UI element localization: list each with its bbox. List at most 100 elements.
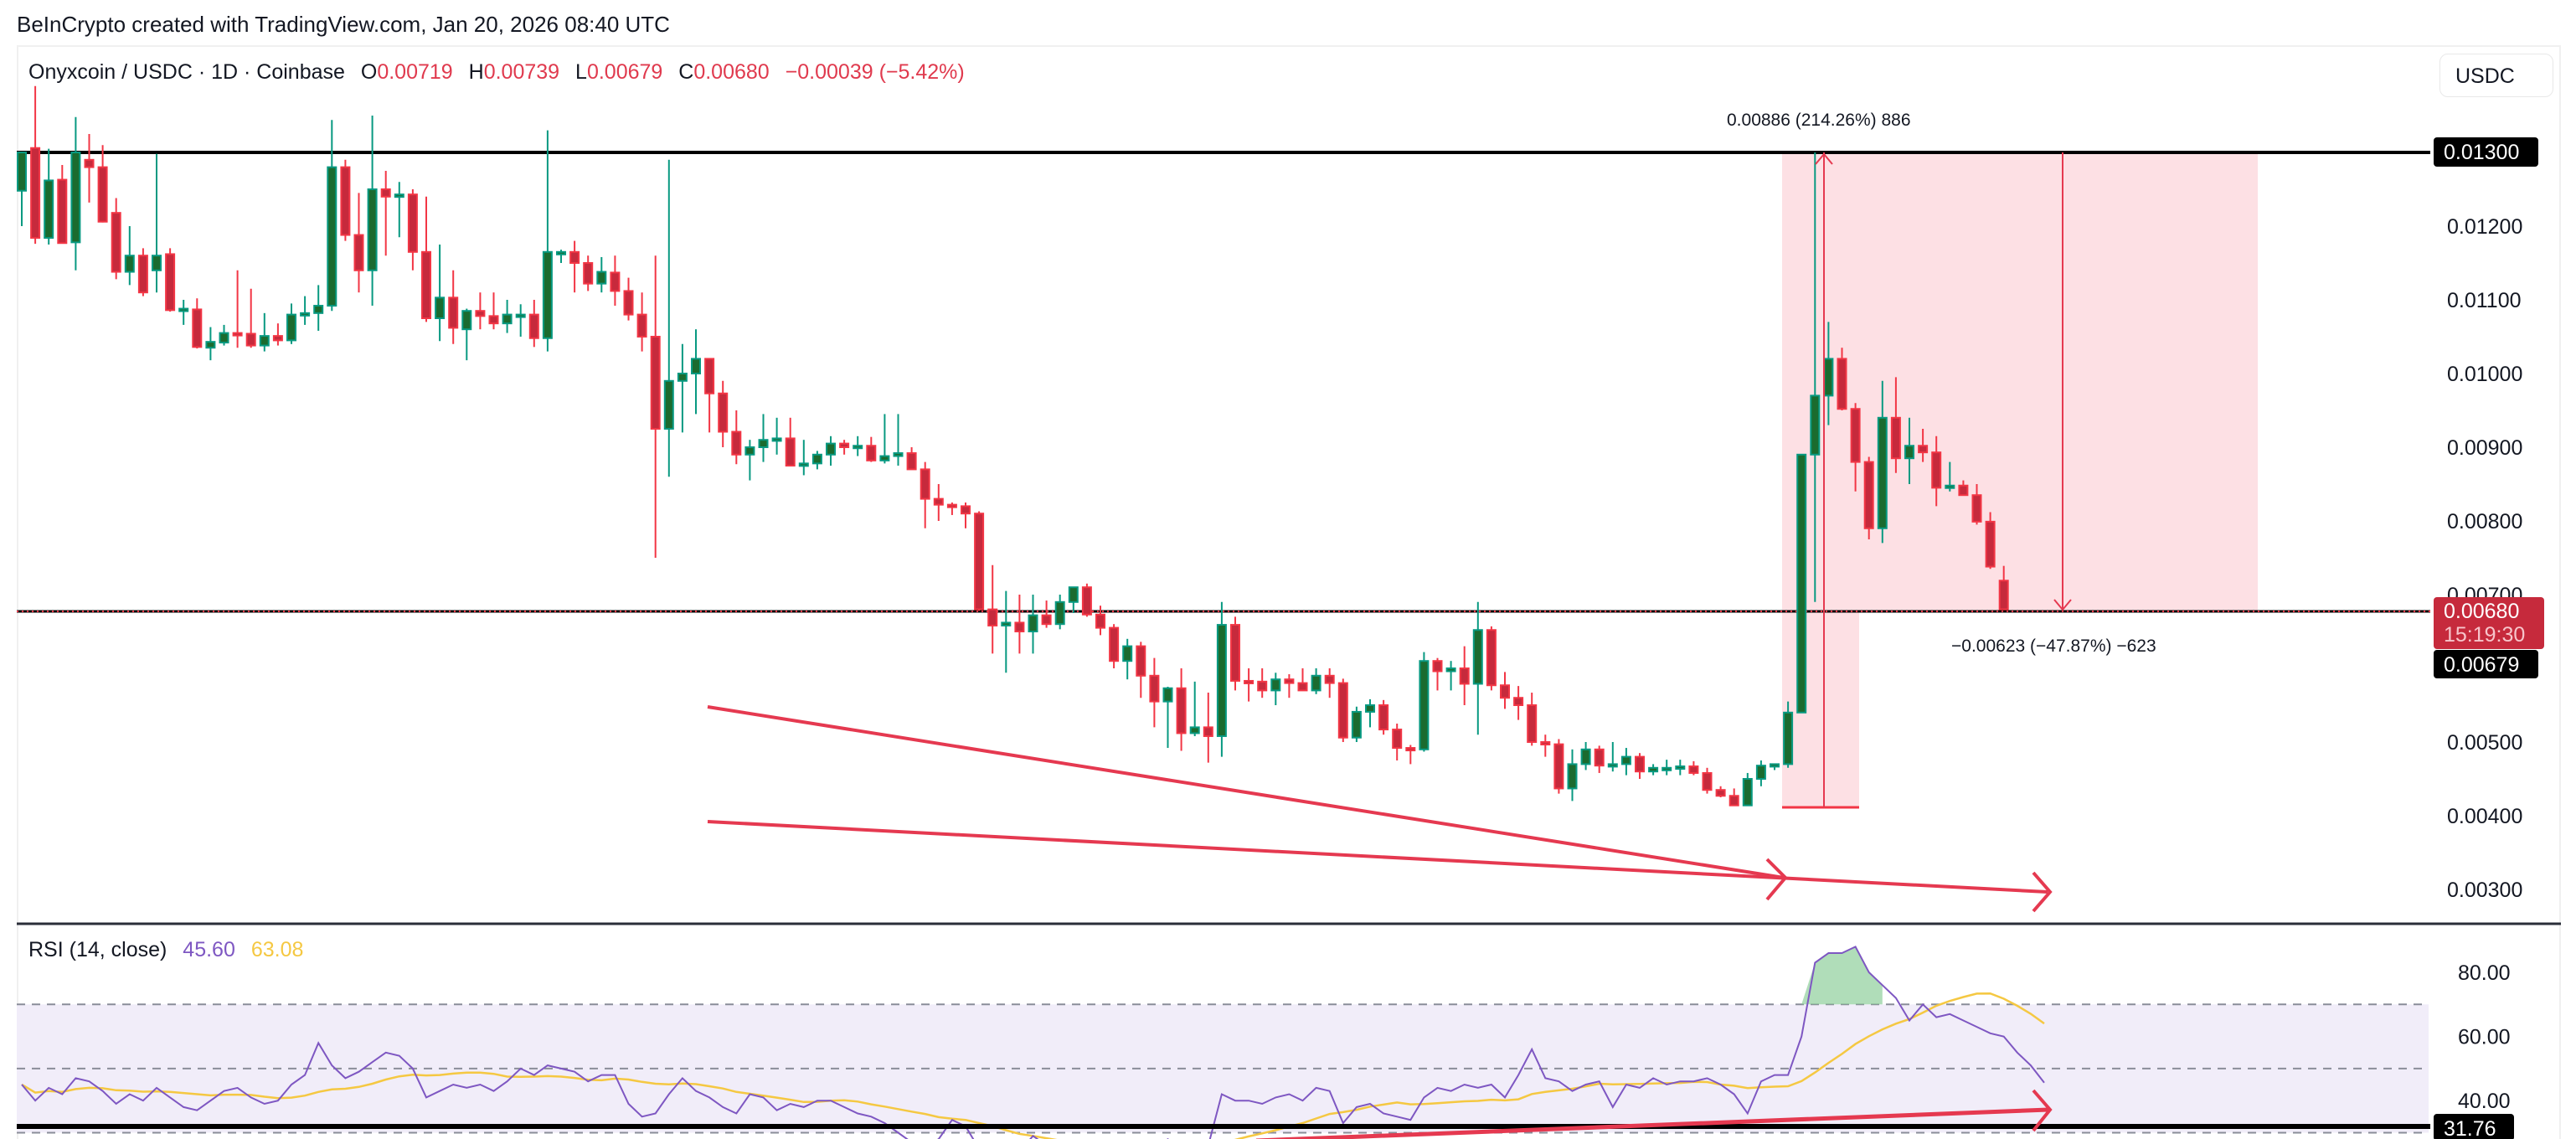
low-price-tag [2434, 650, 2538, 678]
rsi-axis-tick: 80.00 [2458, 961, 2511, 985]
candle-body [1081, 586, 1092, 616]
candle-body [974, 513, 985, 611]
rsi-axis-tick: 60.00 [2458, 1026, 2511, 1049]
candle-body [556, 250, 566, 255]
candle-body [839, 442, 850, 448]
candle-body [1931, 451, 1942, 489]
rsi-title: RSI (14, close) [28, 938, 167, 961]
candle-body [785, 437, 796, 467]
rsi-overbought-fill [1801, 946, 1883, 1005]
candle-body [394, 193, 404, 198]
candle-body [1445, 667, 1456, 673]
candle-body [650, 336, 661, 430]
candle-body [1607, 763, 1618, 768]
price-range-box-up [1782, 152, 1859, 807]
candle-body [1837, 358, 1847, 410]
currency-button[interactable]: USDC [2439, 54, 2553, 97]
candle-body [152, 255, 162, 271]
candle-body [475, 310, 486, 317]
measure-down-label: −0.00623 (−47.87%) −623 [1951, 636, 2156, 656]
candle-body [1136, 645, 1146, 677]
candle-body [1297, 682, 1308, 692]
candle-body [1095, 613, 1105, 629]
candle-body [300, 312, 311, 317]
price-axis-tick: 0.01200 [2447, 215, 2522, 239]
candle-body [744, 446, 755, 456]
close-label: C [678, 60, 694, 84]
candle-body [421, 250, 431, 319]
candle-body [1945, 484, 1955, 489]
rsi-support-tag [2434, 1114, 2514, 1139]
arrow-up-icon [1815, 152, 1833, 165]
resistance-price-label: 0.01300 [2444, 141, 2519, 164]
low-value: 0.00679 [586, 60, 663, 84]
candle-body [1419, 660, 1430, 750]
candle-body [866, 445, 877, 461]
candle-body [1109, 626, 1120, 662]
candle-body [1567, 763, 1578, 790]
candle-body [1675, 765, 1686, 770]
candle-body [853, 445, 863, 450]
symbol-legend: Onyxcoin / USDC · 1D · Coinbase O0.00719… [28, 60, 965, 85]
candle-body [111, 212, 121, 273]
chart-credit: BeInCrypto created with TradingView.com,… [17, 12, 670, 37]
candle-body [30, 147, 41, 240]
candle-body [961, 505, 971, 515]
candle-body [946, 503, 957, 508]
candle-body [1068, 586, 1079, 603]
candle-body [124, 255, 135, 273]
rsi-ma-value: 63.08 [250, 938, 304, 961]
rsi-axis-tick: 40.00 [2458, 1090, 2511, 1113]
symbol-title: Onyxcoin / USDC · 1D · Coinbase [28, 60, 345, 84]
low-label: L [575, 60, 587, 84]
rsi-divergence-line [1255, 1107, 2049, 1139]
candle-body [1850, 408, 1861, 463]
candle-body [1620, 755, 1631, 765]
candle-body [448, 296, 459, 329]
candle-body [1486, 629, 1497, 687]
candle-body [691, 358, 701, 374]
candle-body [1958, 484, 1969, 497]
price-axis-tick: 0.00900 [2447, 436, 2522, 460]
open-value: 0.00719 [377, 60, 453, 84]
candle-body [17, 152, 27, 192]
candle-body [1715, 789, 1726, 797]
candle-body [1580, 748, 1591, 765]
candle-body [84, 158, 95, 168]
price-axis-tick: 0.01100 [2447, 289, 2522, 312]
candle-body [57, 178, 68, 245]
candle-body [461, 310, 472, 331]
price-axis-tick: 0.01000 [2447, 363, 2522, 386]
candle-body [1742, 778, 1753, 807]
high-value: 0.00739 [483, 60, 560, 84]
candle-body [1662, 766, 1672, 771]
candle-body [1702, 771, 1713, 791]
candle-body [1527, 704, 1538, 743]
candle-body [987, 608, 998, 626]
candle-body [407, 193, 418, 253]
candle-body [1351, 710, 1362, 739]
candle-body [1688, 765, 1699, 774]
candle-body [879, 455, 890, 461]
candle-body [636, 313, 647, 338]
candle-body [1513, 697, 1524, 707]
candle-body [259, 335, 270, 347]
candle-body [205, 341, 216, 349]
candle-body [178, 307, 189, 312]
candle-body [1216, 624, 1227, 737]
candle-body [1365, 704, 1375, 713]
candle-body [1324, 674, 1335, 684]
candle-body [1176, 687, 1187, 734]
candle-body [528, 313, 539, 339]
low-price-label: 0.00679 [2444, 653, 2519, 677]
candle-body [1054, 600, 1065, 626]
candle-body [623, 290, 634, 316]
last-price-label: 0.00680 [2444, 600, 2519, 623]
candle-body [137, 255, 148, 294]
candle-body [1337, 682, 1348, 739]
price-range-box-down [1859, 152, 2258, 611]
candle-body [1472, 629, 1483, 685]
candle-body [70, 152, 81, 244]
candle-body [272, 335, 283, 342]
